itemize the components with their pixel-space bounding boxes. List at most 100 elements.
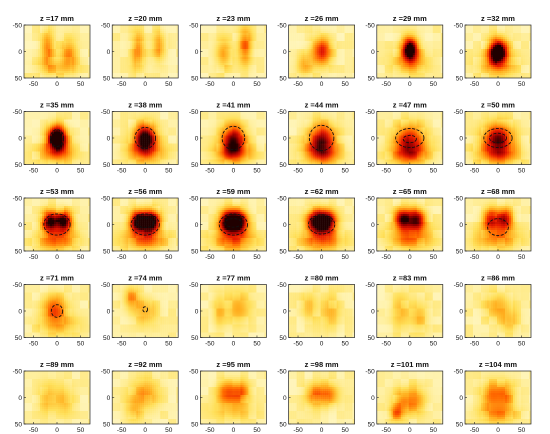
heatmap-cell (292, 63, 295, 66)
heatmap-cell (300, 35, 303, 38)
heatmap-cell (164, 25, 167, 28)
heatmap-cell (326, 51, 329, 54)
heatmap-cell (218, 43, 221, 46)
heatmap-cell (344, 27, 347, 30)
heatmap-cell (162, 51, 165, 54)
heatmap-cell (128, 67, 131, 70)
heatmap-cell (66, 35, 69, 38)
heatmap-cell (140, 65, 143, 68)
heatmap-cell (322, 35, 325, 38)
heatmap-cell (336, 75, 339, 78)
heatmap-cell (260, 45, 263, 48)
heatmap-cell (384, 45, 387, 48)
heatmap-cell (126, 57, 129, 60)
heatmap-cell (396, 77, 399, 78)
heatmap-cell (228, 49, 231, 52)
heatmap-cell (158, 25, 161, 28)
heatmap-cell (136, 67, 139, 70)
heatmap-cell (74, 59, 77, 62)
heatmap-cell (48, 75, 51, 78)
heatmap-cell (296, 53, 299, 56)
heatmap-cell (258, 69, 261, 72)
heatmap-cell (64, 53, 67, 56)
heatmap-cell (250, 53, 253, 56)
heatmap-cell (172, 53, 175, 56)
heatmap-cell (242, 59, 245, 62)
heatmap-cell (214, 65, 217, 68)
heatmap-cell (300, 33, 303, 36)
heatmap-cell (66, 39, 69, 42)
heatmap-cell (324, 29, 327, 32)
heatmap-cell (234, 61, 237, 64)
heatmap-cell (60, 71, 63, 74)
heatmap-cell (150, 27, 153, 30)
heatmap-cell (338, 27, 341, 30)
heatmap-cell (392, 71, 395, 74)
heatmap-cell (80, 37, 83, 40)
heatmap-cell (160, 37, 163, 40)
heatmap-cell (24, 29, 27, 32)
heatmap-cell (342, 25, 345, 28)
heatmap-cell (124, 39, 127, 42)
heatmap-cell (515, 51, 518, 54)
heatmap-cell (334, 51, 337, 54)
heatmap-cell (226, 65, 229, 68)
heatmap-cell (310, 37, 313, 40)
heatmap-cell (60, 37, 63, 40)
heatmap-cell (256, 73, 259, 76)
heatmap-cell (465, 43, 468, 46)
heatmap-cell (124, 33, 127, 36)
heatmap-cell (222, 43, 225, 46)
heatmap-cell (62, 65, 65, 68)
heatmap-cell (256, 39, 259, 42)
heatmap-cell (392, 39, 395, 42)
heatmap-cell (82, 33, 85, 36)
heatmap-cell (298, 73, 301, 76)
heatmap-cell (228, 43, 231, 46)
heatmap-cell (70, 45, 73, 48)
heatmap-cell (148, 31, 151, 34)
heatmap-cell (410, 63, 413, 66)
heatmap-cell (56, 51, 59, 54)
heatmap-cell (264, 33, 267, 36)
heatmap-cell (208, 33, 211, 36)
heatmap-cell (234, 53, 237, 56)
heatmap-cell (525, 51, 528, 54)
heatmap-cell (410, 67, 413, 70)
heatmap-cell (200, 63, 203, 66)
heatmap-cell (116, 29, 119, 32)
heatmap-cell (228, 41, 231, 44)
heatmap-cell (517, 25, 520, 28)
heatmap-cell (160, 35, 163, 38)
heatmap-cell (256, 71, 259, 74)
heatmap-cell (176, 37, 179, 40)
heatmap-cell (346, 57, 349, 60)
heatmap-cell (212, 53, 215, 56)
heatmap-cell (214, 53, 217, 56)
heatmap-cell (330, 41, 333, 44)
heatmap-cell (62, 57, 65, 60)
heatmap-cell (426, 31, 429, 34)
heatmap-cell (404, 49, 407, 52)
heatmap-cell (148, 37, 151, 40)
heatmap-cell (208, 55, 211, 58)
heatmap-cell (440, 37, 443, 40)
heatmap-cell (296, 35, 299, 38)
heatmap-cell (412, 37, 415, 40)
heatmap-cell (436, 75, 439, 78)
heatmap-cell (206, 53, 209, 56)
heatmap-cell (24, 55, 27, 58)
heatmap-cell (244, 75, 247, 78)
heatmap-cell (52, 49, 55, 52)
heatmap-cell (418, 65, 421, 68)
heatmap-cell (308, 55, 311, 58)
heatmap-cell (346, 37, 349, 40)
heatmap-cell (402, 37, 405, 40)
heatmap-cell (296, 73, 299, 76)
heatmap-cell (234, 51, 237, 54)
heatmap-cell (240, 73, 243, 76)
heatmap-cell (290, 71, 293, 74)
heatmap-cell (300, 27, 303, 30)
heatmap-cell (324, 41, 327, 44)
heatmap-cell (58, 55, 61, 58)
